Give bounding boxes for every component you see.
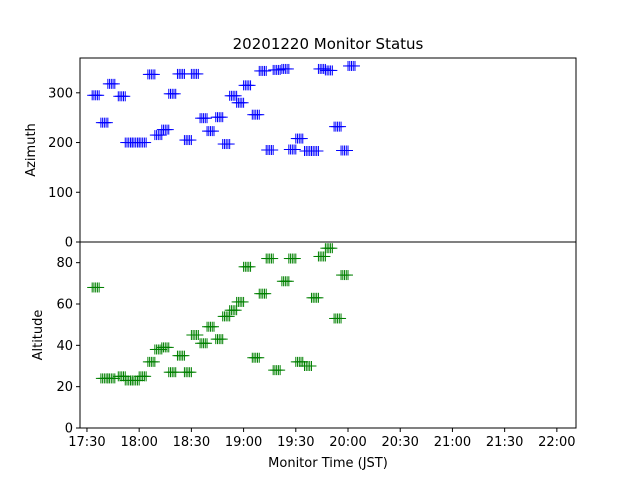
x-axis-label: Monitor Time (JST) <box>268 456 388 471</box>
azimuth-point <box>163 124 174 135</box>
azimuth-y-tick-label: 200 <box>48 136 73 151</box>
x-tick-label: 21:30 <box>486 435 523 450</box>
azimuth-panel: 0 100 200 300 Azimuth <box>24 57 577 251</box>
altitude-series <box>87 243 354 386</box>
azimuth-point <box>186 135 197 146</box>
altitude-y-tick-label: 80 <box>56 256 73 271</box>
altitude-y-tick-label: 0 <box>65 422 73 437</box>
azimuth-point <box>245 80 256 91</box>
x-tick-label: 20:00 <box>329 435 366 450</box>
altitude-point <box>94 282 105 293</box>
azimuth-y-tick-label: 300 <box>48 86 73 101</box>
azimuth-point <box>238 97 249 108</box>
azimuth-y-tick-label: 100 <box>48 186 73 201</box>
altitude-point <box>217 334 228 345</box>
azimuth-point <box>120 91 131 102</box>
altitude-point <box>313 292 324 303</box>
altitude-y-tick-label: 60 <box>56 298 73 313</box>
altitude-point <box>179 350 190 361</box>
altitude-point <box>186 367 197 378</box>
azimuth-point <box>336 121 347 132</box>
altitude-point <box>170 367 181 378</box>
azimuth-point <box>193 68 204 79</box>
chart-title: 20201220 Monitor Status <box>233 35 424 53</box>
azimuth-point <box>202 113 213 124</box>
altitude-point <box>306 361 317 371</box>
azimuth-point <box>313 145 324 156</box>
altitude-point <box>327 243 338 254</box>
azimuth-point <box>349 60 360 71</box>
azimuth-point <box>102 117 113 128</box>
x-tick-label: 19:30 <box>277 435 314 450</box>
altitude-point <box>141 371 152 382</box>
altitude-point <box>238 296 249 307</box>
altitude-point <box>268 253 279 264</box>
altitude-point <box>283 276 294 287</box>
altitude-point <box>336 313 347 324</box>
altitude-point <box>290 253 301 264</box>
altitude-point <box>245 261 256 272</box>
azimuth-point <box>94 90 105 101</box>
azimuth-point <box>261 65 272 76</box>
altitude-point <box>261 288 272 299</box>
altitude-panel: 0 20 40 60 80 Altitude <box>31 241 577 437</box>
x-tick-label: 21:00 <box>434 435 471 450</box>
azimuth-point <box>254 109 265 120</box>
azimuth-point <box>343 145 354 156</box>
azimuth-point <box>149 69 160 80</box>
azimuth-point <box>109 78 120 89</box>
azimuth-point <box>327 65 338 76</box>
altitude-point <box>163 342 174 353</box>
azimuth-point <box>224 139 235 150</box>
x-tick-label: 19:00 <box>225 435 262 450</box>
azimuth-plot-frame <box>79 57 577 243</box>
altitude-plot-frame <box>79 241 577 429</box>
x-axis: 17:30 18:00 18:30 19:00 19:30 20:00 20:30 21:00… <box>68 428 576 450</box>
altitude-point <box>343 270 354 281</box>
altitude-point <box>254 352 265 363</box>
azimuth-y-label: Azimuth <box>24 123 39 177</box>
azimuth-point <box>141 137 152 148</box>
x-tick-label: 22:00 <box>538 435 575 450</box>
azimuth-point <box>297 133 308 144</box>
azimuth-point <box>268 145 279 155</box>
x-tick-label: 17:30 <box>68 435 105 450</box>
altitude-y-tick-label: 20 <box>56 380 73 395</box>
altitude-point <box>193 330 204 340</box>
altitude-y-label: Altitude <box>31 310 46 361</box>
azimuth-point <box>209 126 220 137</box>
x-tick-label: 20:30 <box>381 435 418 450</box>
altitude-point <box>202 338 213 349</box>
altitude-y-tick-label: 40 <box>56 339 73 354</box>
azimuth-y-axis: 0 100 200 300 <box>48 86 80 251</box>
azimuth-series <box>87 60 360 156</box>
altitude-y-axis: 0 20 40 60 80 <box>56 256 80 437</box>
azimuth-point <box>170 88 181 99</box>
azimuth-y-tick-label: 0 <box>65 236 73 251</box>
x-tick-label: 18:30 <box>173 435 210 450</box>
azimuth-point <box>217 112 228 123</box>
azimuth-point <box>283 63 294 74</box>
altitude-point <box>209 321 220 332</box>
altitude-point <box>149 356 160 367</box>
x-tick-label: 18:00 <box>120 435 157 450</box>
azimuth-point <box>290 144 301 155</box>
altitude-point <box>275 365 286 376</box>
